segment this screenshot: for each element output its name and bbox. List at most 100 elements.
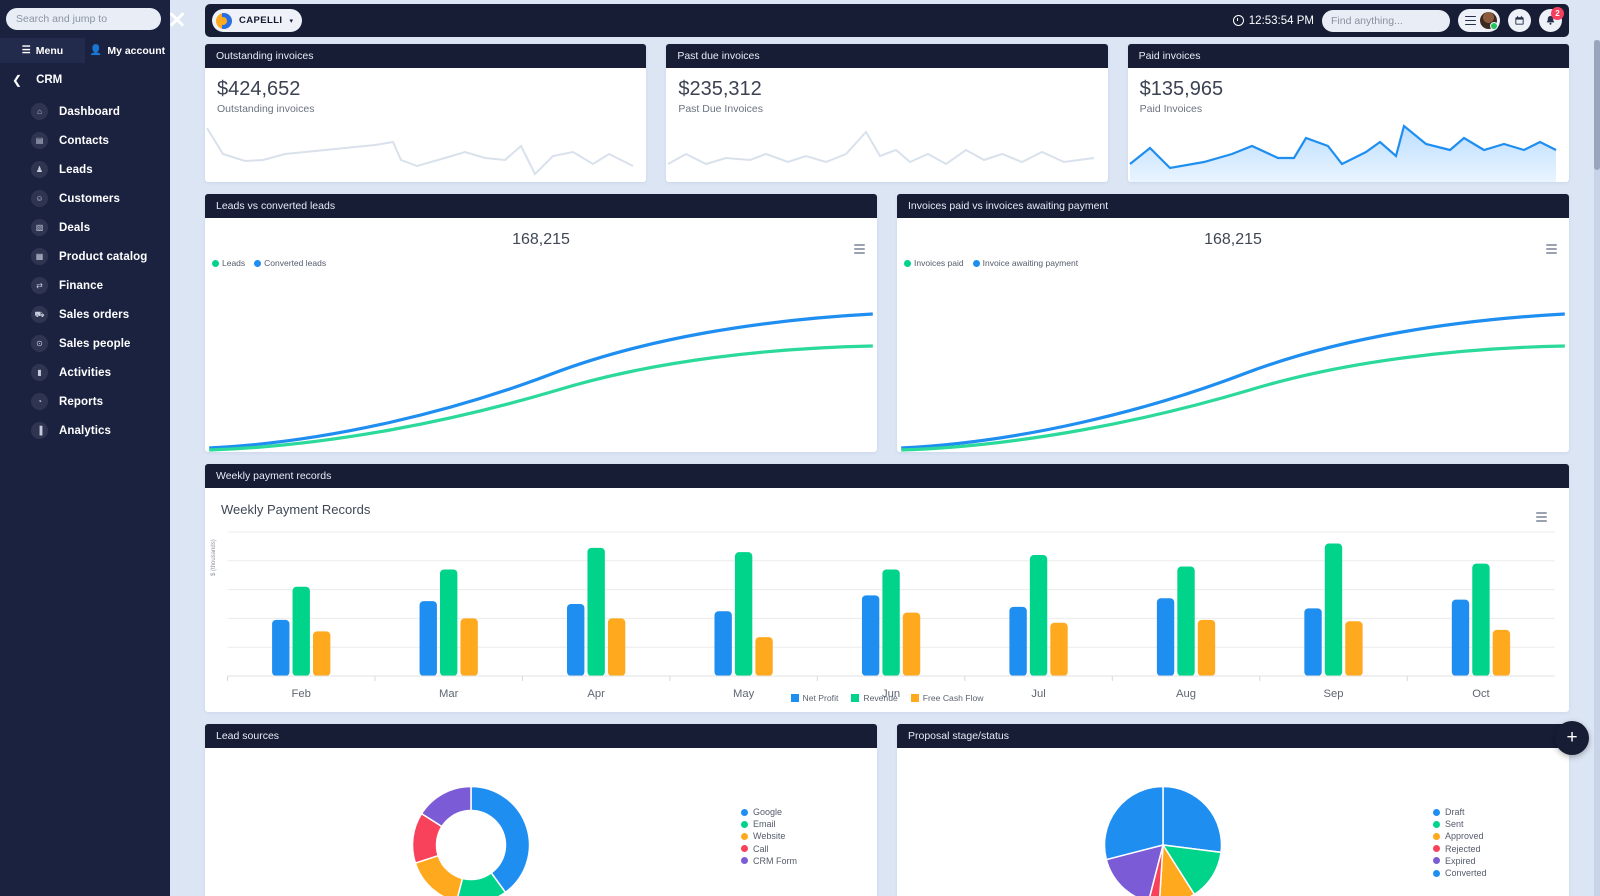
legend-item[interactable]: Draft xyxy=(1433,806,1569,818)
sidebar: ☰ Menu 👤 My account ❮ CRM ⌂ Dashboard ▤ Con… xyxy=(0,0,170,896)
sidebar-nav: ⌂ Dashboard ▤ Contacts ♟ Leads ☺ Customers ▧ Deal… xyxy=(0,97,170,445)
scrollbar-track[interactable] xyxy=(1594,40,1600,896)
legend-item[interactable]: Website xyxy=(741,830,877,842)
breadcrumb[interactable]: ❮ CRM xyxy=(0,63,170,97)
bar-free-cash-flow-Apr[interactable] xyxy=(607,618,626,676)
legend-item[interactable]: CRM Form xyxy=(741,855,877,867)
bar-revenue-Feb[interactable] xyxy=(292,586,310,676)
bar-revenue-Jun[interactable] xyxy=(882,569,900,676)
bar-net-profit-Apr[interactable] xyxy=(567,604,585,676)
kpi-header: Outstanding invoices xyxy=(205,44,647,68)
pie-slice-converted[interactable] xyxy=(1103,785,1164,861)
legend-item[interactable]: Expired xyxy=(1433,855,1569,867)
bar-net-profit-Aug[interactable] xyxy=(1156,598,1175,676)
chart-menu-icon[interactable] xyxy=(854,244,865,254)
chart-body: Weekly Payment Records $ (thousands) Feb… xyxy=(205,488,1569,712)
bar-net-profit-Oct[interactable] xyxy=(1451,599,1470,676)
sidebar-item-analytics[interactable]: ▐ Analytics xyxy=(31,416,170,445)
legend-item[interactable]: Converted leads xyxy=(254,258,326,268)
clock: 12:53:54 PM xyxy=(1232,15,1314,27)
briefcase-icon: ▧ xyxy=(31,219,48,236)
chart-menu-icon[interactable] xyxy=(1536,512,1547,522)
catalog-icon: ▦ xyxy=(31,248,48,265)
brand-selector[interactable]: CAPELLI ▾ xyxy=(212,9,302,32)
tab-menu[interactable]: ☰ Menu xyxy=(0,38,85,63)
close-icon[interactable] xyxy=(167,9,187,29)
legend-item[interactable]: Google xyxy=(741,806,877,818)
brand-name: CAPELLI xyxy=(239,15,283,26)
tab-my-account[interactable]: 👤 My account xyxy=(85,38,170,63)
legend-item[interactable]: Rejected xyxy=(1433,843,1569,855)
sidebar-item-dashboard[interactable]: ⌂ Dashboard xyxy=(31,97,170,126)
legend-item[interactable]: Net Profit xyxy=(790,693,839,703)
legend-label: Rejected xyxy=(1445,843,1481,854)
legend-dot xyxy=(904,259,911,267)
bar-free-cash-flow-Sep[interactable] xyxy=(1345,621,1363,676)
bar-free-cash-flow-Oct[interactable] xyxy=(1492,629,1511,676)
sidebar-item-label: Deals xyxy=(59,221,91,234)
sidebar-item-product-catalog[interactable]: ▦ Product catalog xyxy=(31,242,170,271)
chart-menu-icon[interactable] xyxy=(1546,244,1557,254)
find-anything-input[interactable] xyxy=(1322,14,1450,27)
sidebar-item-reports[interactable]: ◔ Reports xyxy=(31,387,170,416)
bar-free-cash-flow-Feb[interactable] xyxy=(312,631,331,676)
bar-free-cash-flow-Aug[interactable] xyxy=(1197,619,1216,676)
sidebar-item-label: Reports xyxy=(59,395,104,408)
chart-title: Weekly Payment Records xyxy=(221,502,371,517)
legend-label: Net Profit xyxy=(802,693,839,703)
pie-slice-expired[interactable] xyxy=(1105,843,1165,896)
legend-label: Draft xyxy=(1445,807,1465,818)
bar-revenue-May[interactable] xyxy=(734,552,753,676)
legend-item[interactable]: Sent xyxy=(1433,818,1569,830)
sidebar-item-label: Sales people xyxy=(59,337,131,350)
bar-free-cash-flow-May[interactable] xyxy=(755,637,773,676)
bar-net-profit-Jun[interactable] xyxy=(861,595,880,676)
pie-slice-draft[interactable] xyxy=(1162,785,1223,854)
legend-item[interactable]: Email xyxy=(741,818,877,830)
cart-icon: ⛟ xyxy=(31,306,48,323)
sidebar-item-contacts[interactable]: ▤ Contacts xyxy=(31,126,170,155)
sidebar-item-finance[interactable]: ⇄ Finance xyxy=(31,271,170,300)
scrollbar-thumb[interactable] xyxy=(1594,40,1600,170)
legend-item[interactable]: Free Cash Flow xyxy=(910,693,983,703)
legend-item[interactable]: Converted xyxy=(1433,867,1569,879)
bar-revenue-Sep[interactable] xyxy=(1324,543,1343,676)
legend-item[interactable]: Call xyxy=(741,843,877,855)
sidebar-item-deals[interactable]: ▧ Deals xyxy=(31,213,170,242)
legend-item[interactable]: Approved xyxy=(1433,830,1569,842)
notifications-button[interactable]: 2 xyxy=(1539,7,1564,32)
bar-revenue-Oct[interactable] xyxy=(1472,563,1490,676)
search-input[interactable] xyxy=(6,8,161,30)
legend-item[interactable]: Invoices paid xyxy=(904,258,964,268)
bar-revenue-Jul[interactable] xyxy=(1029,555,1048,676)
pie-slice-approved[interactable] xyxy=(1159,842,1196,896)
notification-badge: 2 xyxy=(1551,7,1564,20)
sidebar-item-customers[interactable]: ☺ Customers xyxy=(31,184,170,213)
sidebar-item-activities[interactable]: ▮ Activities xyxy=(31,358,170,387)
bar-net-profit-Jul[interactable] xyxy=(1009,606,1027,676)
bar-revenue-Aug[interactable] xyxy=(1177,566,1195,676)
sidebar-item-leads[interactable]: ♟ Leads xyxy=(31,155,170,184)
calendar-button[interactable] xyxy=(1508,9,1531,32)
pie-slice-sent[interactable] xyxy=(1161,844,1222,896)
bar-free-cash-flow-Jun[interactable] xyxy=(902,612,921,676)
bar-revenue-Mar[interactable] xyxy=(440,569,458,676)
bar-free-cash-flow-Jul[interactable] xyxy=(1050,622,1068,676)
pie-slice-rejected[interactable] xyxy=(1148,844,1164,896)
sidebar-item-sales-people[interactable]: ⊙ Sales people xyxy=(31,329,170,358)
calendar-icon xyxy=(1515,15,1524,25)
legend-item[interactable]: Invoice awaiting payment xyxy=(972,258,1078,268)
bar-net-profit-Feb[interactable] xyxy=(272,619,290,676)
bar-net-profit-Mar[interactable] xyxy=(419,601,437,676)
bar-free-cash-flow-Mar[interactable] xyxy=(460,618,478,676)
dashboard-board: Outstanding invoices $424,652 Outstandin… xyxy=(205,44,1569,896)
account-menu-button[interactable] xyxy=(1458,9,1500,32)
bar-revenue-Apr[interactable] xyxy=(587,547,605,676)
legend-item[interactable]: Revenue xyxy=(851,693,898,703)
bar-net-profit-May[interactable] xyxy=(714,611,732,676)
legend-item[interactable]: Leads xyxy=(212,258,245,268)
add-button[interactable]: + xyxy=(1555,721,1589,755)
x-axis-tick: Sep xyxy=(1323,688,1343,700)
bar-net-profit-Sep[interactable] xyxy=(1304,608,1322,676)
sidebar-item-sales-orders[interactable]: ⛟ Sales orders xyxy=(31,300,170,329)
